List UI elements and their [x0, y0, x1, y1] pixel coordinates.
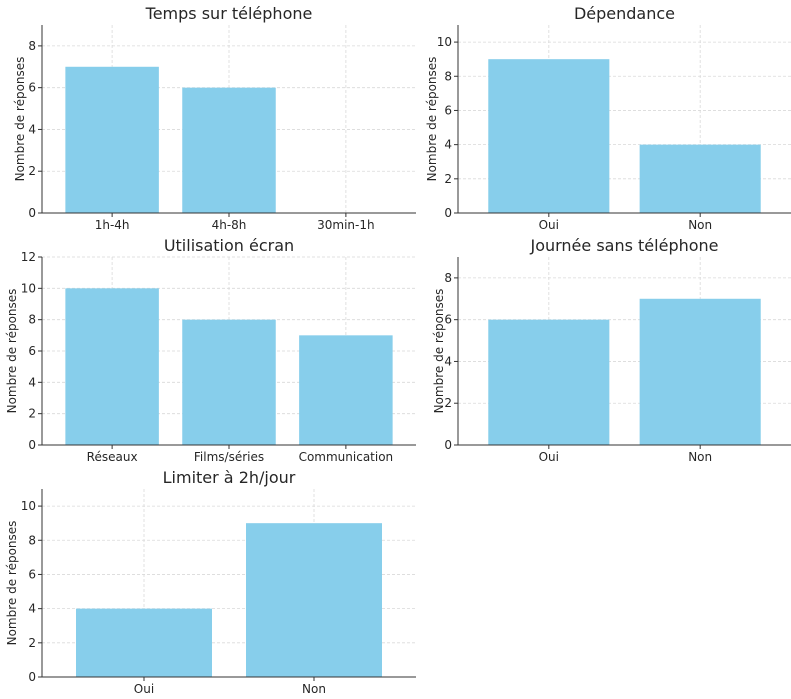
- x-tick-label: 30min-1h: [317, 218, 374, 232]
- y-tick-label: 8: [444, 69, 452, 83]
- y-tick-label: 2: [444, 172, 452, 186]
- y-tick-label: 8: [28, 533, 36, 547]
- y-tick-label: 10: [21, 281, 36, 295]
- chart-title: Journée sans téléphone: [529, 236, 718, 255]
- x-tick-label: Communication: [299, 450, 394, 464]
- chart-title: Limiter à 2h/jour: [163, 468, 296, 487]
- y-tick-label: 4: [28, 122, 36, 136]
- chart-title: Utilisation écran: [164, 236, 294, 255]
- bar-oui: [488, 59, 610, 213]
- y-tick-label: 6: [28, 567, 36, 581]
- x-tick-label: Oui: [539, 450, 559, 464]
- bar-non: [246, 523, 382, 677]
- x-tick-label: Non: [302, 682, 326, 696]
- y-tick-label: 6: [28, 81, 36, 95]
- y-tick-label: 2: [444, 396, 452, 410]
- bar-non: [639, 144, 761, 213]
- y-tick-label: 2: [28, 636, 36, 650]
- bar-1h-4h: [65, 66, 159, 214]
- chart-panel-0: 0 2 4 6 8 1h-4h 4h-8h 30min-1h Temps sur télépho…: [13, 4, 416, 232]
- x-tick-label: Réseaux: [87, 450, 138, 464]
- chart-panel-1: 0 2 4 6 8 10 Oui Non Dépendance Nombre de réponse…: [425, 4, 791, 232]
- x-tick-label: Films/séries: [194, 450, 264, 464]
- y-tick-label: 8: [28, 39, 36, 53]
- y-tick-label: 0: [28, 438, 36, 452]
- x-tick-label: Non: [688, 218, 712, 232]
- y-tick-label: 4: [28, 602, 36, 616]
- y-axis-label: Nombre de réponses: [432, 289, 446, 414]
- y-tick-label: 4: [28, 375, 36, 389]
- y-tick-label: 12: [21, 250, 36, 264]
- y-tick-label: 2: [28, 164, 36, 178]
- chart-panel-3: 0 2 4 6 8 Oui Non Journée sans téléphone Nombre …: [432, 236, 791, 464]
- x-tick-label: Oui: [134, 682, 154, 696]
- chart-title: Temps sur téléphone: [145, 4, 313, 23]
- y-tick-label: 10: [21, 499, 36, 513]
- y-tick-label: 8: [28, 313, 36, 327]
- y-tick-label: 8: [444, 271, 452, 285]
- bar-non: [639, 298, 761, 445]
- y-axis-label: Nombre de réponses: [13, 57, 27, 182]
- chart-panel-4: 0 2 4 6 8 10 Oui Non Limiter à 2h/jour Nombre de …: [5, 468, 416, 696]
- bar-communication: [299, 335, 393, 445]
- chart-title: Dépendance: [574, 4, 675, 23]
- y-axis-label: Nombre de réponses: [5, 521, 19, 646]
- bar-4h-8h: [182, 87, 276, 213]
- y-tick-label: 6: [444, 313, 452, 327]
- bar-oui: [76, 608, 212, 677]
- y-tick-label: 4: [444, 138, 452, 152]
- y-tick-label: 6: [28, 344, 36, 358]
- x-tick-label: Oui: [539, 218, 559, 232]
- bar-films-s-ries: [182, 319, 276, 445]
- y-tick-label: 0: [444, 206, 452, 220]
- x-tick-label: 1h-4h: [95, 218, 130, 232]
- x-tick-label: Non: [688, 450, 712, 464]
- y-tick-label: 0: [444, 438, 452, 452]
- x-tick-label: 4h-8h: [212, 218, 247, 232]
- y-axis-label: Nombre de réponses: [425, 57, 439, 182]
- y-tick-label: 6: [444, 103, 452, 117]
- y-tick-label: 2: [28, 407, 36, 421]
- chart-panel-2: 0 2 4 6 8 10 12 Réseaux Films/séries Communicatio…: [5, 236, 416, 464]
- y-tick-label: 0: [28, 670, 36, 684]
- bar-oui: [488, 319, 610, 445]
- y-tick-label: 4: [444, 354, 452, 368]
- y-axis-label: Nombre de réponses: [5, 289, 19, 414]
- bar-r-seaux: [65, 288, 159, 445]
- y-tick-label: 10: [437, 35, 452, 49]
- y-tick-label: 0: [28, 206, 36, 220]
